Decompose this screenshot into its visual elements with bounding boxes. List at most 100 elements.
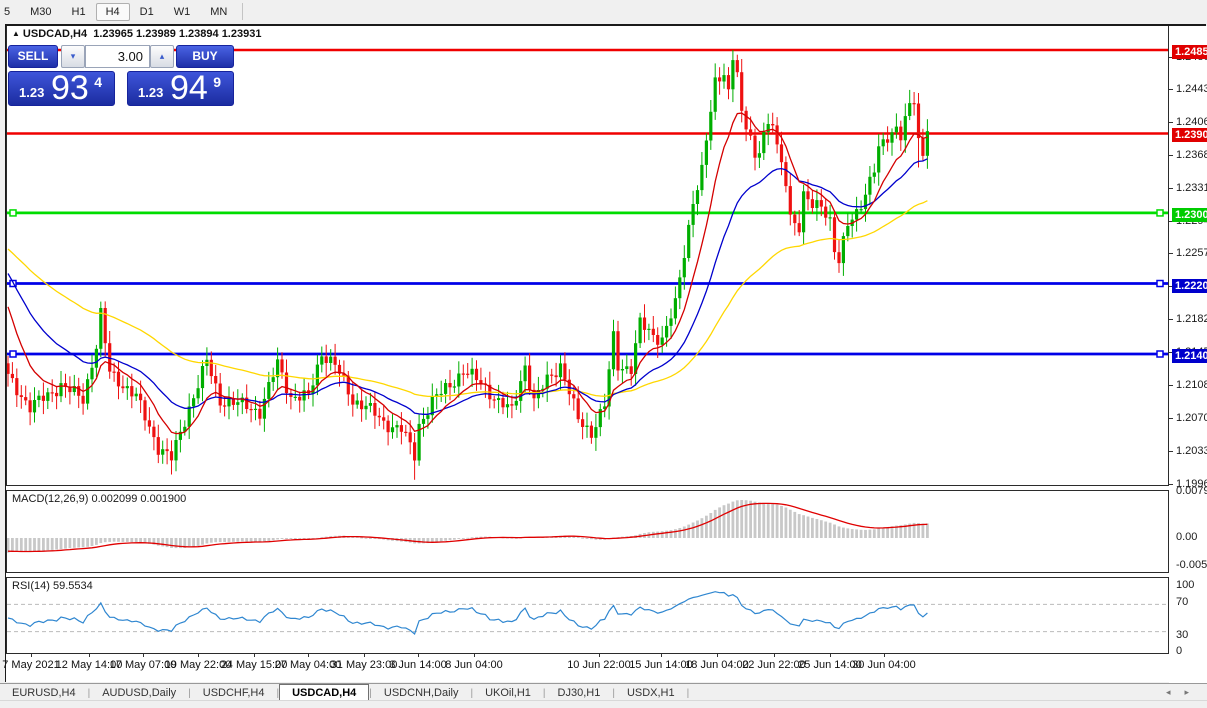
time-tick-mark	[198, 654, 199, 657]
buy-price-sup: 9	[213, 74, 221, 90]
time-tick-label: 8 Jun 04:00	[445, 659, 503, 671]
price-tick-mark	[1169, 253, 1173, 255]
tab-separator: |	[686, 688, 690, 699]
timeframe-button-M30[interactable]: M30	[30, 5, 52, 18]
time-tick-label: 15 Jun 14:00	[629, 659, 693, 671]
tab-separator: |	[369, 688, 372, 699]
price-tick-mark	[1169, 155, 1173, 157]
time-tick-label: 25 Jun 14:00	[798, 659, 862, 671]
tab-separator: |	[87, 688, 91, 699]
rsi-label: RSI(14) 59.5534	[12, 580, 93, 592]
rsi-axis-label: 0	[1176, 645, 1183, 657]
tab-usdcnh-daily[interactable]: USDCNH,Daily	[383, 687, 459, 699]
price-level-badge: 1.24852	[1172, 45, 1207, 59]
macd-axis-label: 0.00	[1176, 531, 1198, 543]
tab-dj30-h1[interactable]: DJ30,H1	[557, 687, 601, 699]
tab-separator: |	[276, 688, 280, 699]
sell-price-small: 1.23	[19, 85, 45, 100]
timeframe-button-H1[interactable]: H1	[71, 5, 86, 18]
price-level-badge: 1.23005	[1172, 207, 1207, 222]
macd-axis-label: -0.00566	[1176, 559, 1207, 571]
tab-usdx-h1[interactable]: USDX,H1	[626, 687, 675, 699]
time-axis[interactable]: 7 May 2021 12 May 14:00 17 May 07:00 19 May…	[2, 654, 1169, 680]
time-tick-label: 30 Jun 04:00	[852, 659, 916, 671]
macd-chart	[7, 500, 929, 553]
price-tick-label: 1.21820	[1176, 313, 1207, 326]
price-tick-mark	[1169, 285, 1173, 287]
tab-scroll-arrows[interactable]: ◂▸	[1165, 687, 1203, 697]
chart-symbol-period: USDCAD,H4	[22, 28, 88, 40]
collapse-triangle-icon[interactable]: ▲	[12, 29, 20, 38]
buy-price-display[interactable]: 1.23 94 9	[127, 69, 234, 107]
time-tick-mark	[830, 654, 831, 657]
price-tick-label: 1.20700	[1176, 412, 1207, 425]
time-tick-label: 12 May 14:00	[55, 659, 123, 671]
price-tick-label: 1.24060	[1176, 115, 1207, 128]
sell-price-display[interactable]: 1.23 93 4	[8, 69, 115, 107]
time-tick-mark	[31, 654, 32, 657]
macd-label: MACD(12,26,9) 0.002099 0.001900	[12, 493, 187, 505]
macd-pane[interactable]: MACD(12,26,9) 0.002099 0.001900	[6, 490, 1169, 573]
time-tick-label: 18 Jun 04:00	[685, 659, 749, 671]
time-tick-label: 27 May 04:00	[274, 659, 342, 671]
time-tick-mark	[661, 654, 662, 657]
price-tick-mark	[1169, 220, 1173, 222]
price-tick-mark	[1169, 418, 1173, 420]
tab-separator: |	[542, 688, 546, 699]
time-tick-label: 22 Jun 22:00	[742, 659, 806, 671]
tab-separator: |	[188, 688, 191, 699]
time-tick-label: 10 Jun 22:00	[567, 659, 631, 671]
rsi-axis-label: 30	[1176, 629, 1189, 641]
price-tick-mark	[1169, 352, 1173, 354]
sell-price-big: 93	[51, 69, 89, 107]
price-tick-mark	[1169, 384, 1173, 386]
volume-input[interactable]: 3.00	[85, 45, 150, 68]
price-tick-mark	[1169, 450, 1173, 452]
timeframe-button-H4[interactable]: H4	[95, 2, 130, 21]
timeframe-button-D1[interactable]: D1	[139, 5, 154, 18]
candlestick-chart[interactable]	[7, 26, 1168, 484]
rsi-axis-label: 100	[1176, 579, 1195, 591]
price-level-badge: 1.21406	[1172, 349, 1207, 363]
time-tick-label: 3 Jun 14:00	[389, 659, 447, 671]
price-tick-label: 1.23680	[1176, 149, 1207, 162]
price-level-badge: 1.23906	[1172, 128, 1207, 143]
time-tick-mark	[143, 654, 144, 657]
main-chart-pane[interactable]: ▲ USDCAD,H4 1.23965 1.23989 1.23894 1.239…	[6, 26, 1169, 486]
tab-eurusd-h4[interactable]: EURUSD,H4	[12, 687, 76, 699]
time-tick-mark	[308, 654, 309, 657]
status-bar	[0, 700, 1207, 708]
volume-decrease-button[interactable]: ▾	[61, 45, 85, 68]
buy-button[interactable]: BUY	[176, 45, 234, 68]
price-tick-mark	[1169, 56, 1173, 58]
tab-ukoil-h1[interactable]: UKOil,H1	[485, 687, 531, 699]
price-tick-label: 1.19960	[1176, 477, 1207, 490]
price-tick-mark	[1169, 89, 1173, 91]
price-tick-label: 1.24430	[1176, 83, 1207, 96]
rsi-pane[interactable]: RSI(14) 59.5534	[6, 577, 1169, 654]
price-axis[interactable]: 1.248001.244301.240601.236801.233101.229…	[1169, 26, 1207, 684]
rsi-axis-label: 70	[1176, 596, 1189, 608]
price-level-badge: 1.22205	[1172, 278, 1207, 293]
sell-button[interactable]: SELL	[8, 45, 58, 68]
time-tick-mark	[418, 654, 419, 657]
macd-axis-label: 0.007959	[1176, 485, 1207, 497]
tab-usdchf-h4[interactable]: USDCHF,H4	[202, 687, 265, 699]
volume-increase-button[interactable]: ▴	[150, 45, 174, 68]
tab-audusd-daily[interactable]: AUDUSD,Daily	[102, 687, 177, 699]
symbol-tab-bar: EURUSD,H4 | AUDUSD,Daily | USDCHF,H4 | USDCAD,…	[0, 683, 1207, 701]
buy-price-small: 1.23	[138, 85, 164, 100]
timeframe-button-5[interactable]: 5	[4, 5, 11, 18]
time-tick-label: 17 May 07:00	[109, 659, 177, 671]
tab-usdcad-h4[interactable]: USDCAD,H4	[279, 684, 370, 701]
price-tick-mark	[1169, 188, 1173, 190]
timeframe-toolbar: 5 M30 H1 H4 D1 W1 MN	[0, 0, 1207, 23]
timeframe-button-W1[interactable]: W1	[173, 5, 191, 18]
time-tick-mark	[254, 654, 255, 657]
time-tick-mark	[599, 654, 600, 657]
time-tick-label: 24 May 15:00	[220, 659, 288, 671]
chart-title: ▲ USDCAD,H4 1.23965 1.23989 1.23894 1.239…	[12, 28, 261, 40]
rsi-chart	[7, 591, 1168, 636]
time-tick-label: 31 May 23:00	[330, 659, 398, 671]
timeframe-button-MN[interactable]: MN	[210, 5, 228, 18]
